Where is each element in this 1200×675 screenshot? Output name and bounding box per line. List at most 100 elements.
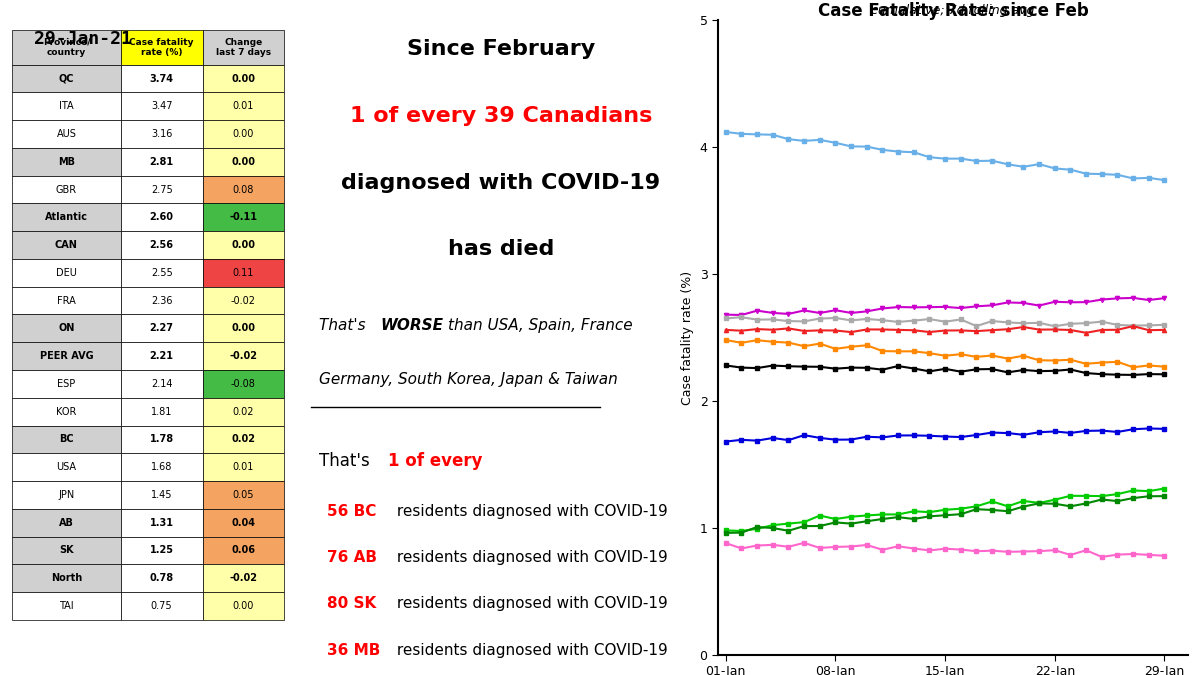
FancyBboxPatch shape xyxy=(12,398,121,425)
FancyBboxPatch shape xyxy=(121,592,203,620)
FancyBboxPatch shape xyxy=(12,425,121,454)
Text: cumulative; 7d rolling avg: cumulative; 7d rolling avg xyxy=(871,4,1034,17)
FancyBboxPatch shape xyxy=(203,287,284,315)
Text: 3.47: 3.47 xyxy=(151,101,173,111)
Text: has died: has died xyxy=(448,239,554,259)
Text: 1 of every: 1 of every xyxy=(389,452,482,470)
FancyBboxPatch shape xyxy=(203,481,284,509)
FancyBboxPatch shape xyxy=(121,232,203,259)
Text: 0.00: 0.00 xyxy=(232,323,256,333)
Text: -0.02: -0.02 xyxy=(229,351,257,361)
Text: 2.21: 2.21 xyxy=(150,351,174,361)
Text: BC: BC xyxy=(59,435,73,444)
Text: 0.02: 0.02 xyxy=(232,435,256,444)
Text: -0.08: -0.08 xyxy=(230,379,256,389)
FancyBboxPatch shape xyxy=(12,537,121,564)
Text: 0.00: 0.00 xyxy=(232,240,256,250)
Text: PEER AVG: PEER AVG xyxy=(40,351,94,361)
Text: 0.78: 0.78 xyxy=(150,573,174,583)
Text: Atlantic: Atlantic xyxy=(44,213,88,222)
Text: CAN: CAN xyxy=(55,240,78,250)
FancyBboxPatch shape xyxy=(203,592,284,620)
Text: 2.56: 2.56 xyxy=(150,240,174,250)
FancyBboxPatch shape xyxy=(203,454,284,481)
Text: than USA, Spain, France: than USA, Spain, France xyxy=(448,319,632,333)
Y-axis label: Case fatality rate (%): Case fatality rate (%) xyxy=(680,271,694,404)
Text: GBR: GBR xyxy=(56,184,77,194)
FancyBboxPatch shape xyxy=(12,176,121,203)
Text: 1.81: 1.81 xyxy=(151,406,173,416)
FancyBboxPatch shape xyxy=(203,564,284,592)
Text: residents diagnosed with COVID-19: residents diagnosed with COVID-19 xyxy=(392,643,668,657)
FancyBboxPatch shape xyxy=(203,65,284,92)
FancyBboxPatch shape xyxy=(12,232,121,259)
Text: 0.00: 0.00 xyxy=(232,74,256,84)
FancyBboxPatch shape xyxy=(121,481,203,509)
Text: That's: That's xyxy=(319,319,371,333)
Text: 29-Jan-21: 29-Jan-21 xyxy=(34,30,132,48)
FancyBboxPatch shape xyxy=(203,342,284,370)
FancyBboxPatch shape xyxy=(121,120,203,148)
FancyBboxPatch shape xyxy=(121,148,203,176)
Text: residents diagnosed with COVID-19: residents diagnosed with COVID-19 xyxy=(392,550,668,565)
Text: -0.02: -0.02 xyxy=(229,573,257,583)
Text: 1.31: 1.31 xyxy=(150,518,174,528)
Text: 2.60: 2.60 xyxy=(150,213,174,222)
Text: North: North xyxy=(50,573,82,583)
FancyBboxPatch shape xyxy=(12,92,121,120)
Text: MB: MB xyxy=(58,157,74,167)
FancyBboxPatch shape xyxy=(12,30,121,65)
Text: 2.27: 2.27 xyxy=(150,323,174,333)
Text: Since February: Since February xyxy=(407,39,595,59)
Text: 1.78: 1.78 xyxy=(150,435,174,444)
FancyBboxPatch shape xyxy=(121,287,203,315)
Text: 0.05: 0.05 xyxy=(233,490,254,500)
FancyBboxPatch shape xyxy=(203,232,284,259)
FancyBboxPatch shape xyxy=(12,203,121,232)
Text: 0.08: 0.08 xyxy=(233,184,254,194)
FancyBboxPatch shape xyxy=(203,315,284,342)
FancyBboxPatch shape xyxy=(12,564,121,592)
FancyBboxPatch shape xyxy=(121,30,203,65)
Text: diagnosed with COVID-19: diagnosed with COVID-19 xyxy=(342,173,661,192)
Text: 76 AB: 76 AB xyxy=(326,550,377,565)
FancyBboxPatch shape xyxy=(121,259,203,287)
Text: TAI: TAI xyxy=(59,601,73,611)
Text: AB: AB xyxy=(59,518,74,528)
Text: DEU: DEU xyxy=(56,268,77,278)
Text: WORSE: WORSE xyxy=(380,319,443,333)
Text: ON: ON xyxy=(59,323,74,333)
FancyBboxPatch shape xyxy=(12,120,121,148)
Text: 0.00: 0.00 xyxy=(233,129,254,139)
Text: ESP: ESP xyxy=(58,379,76,389)
FancyBboxPatch shape xyxy=(203,148,284,176)
Text: ITA: ITA xyxy=(59,101,73,111)
FancyBboxPatch shape xyxy=(121,564,203,592)
FancyBboxPatch shape xyxy=(12,65,121,92)
Text: Case fatality
rate (%): Case fatality rate (%) xyxy=(130,38,194,57)
Text: 2.36: 2.36 xyxy=(151,296,173,306)
Text: 0.00: 0.00 xyxy=(232,157,256,167)
Text: 1 of every 39 Canadians: 1 of every 39 Canadians xyxy=(350,106,653,126)
Text: 0.06: 0.06 xyxy=(232,545,256,556)
FancyBboxPatch shape xyxy=(203,425,284,454)
FancyBboxPatch shape xyxy=(121,315,203,342)
Text: 0.75: 0.75 xyxy=(151,601,173,611)
FancyBboxPatch shape xyxy=(121,92,203,120)
Text: 0.04: 0.04 xyxy=(232,518,256,528)
FancyBboxPatch shape xyxy=(121,425,203,454)
Text: SK: SK xyxy=(59,545,73,556)
Text: KOR: KOR xyxy=(56,406,77,416)
Text: Province/
country: Province/ country xyxy=(43,38,90,57)
Text: 0.11: 0.11 xyxy=(233,268,254,278)
FancyBboxPatch shape xyxy=(203,398,284,425)
Text: Germany, South Korea, Japan & Taiwan: Germany, South Korea, Japan & Taiwan xyxy=(319,373,618,387)
FancyBboxPatch shape xyxy=(203,370,284,398)
Text: 0.01: 0.01 xyxy=(233,101,254,111)
Text: QC: QC xyxy=(59,74,74,84)
Text: 1.25: 1.25 xyxy=(150,545,174,556)
Text: 80 SK: 80 SK xyxy=(326,597,376,612)
Text: 0.00: 0.00 xyxy=(233,601,254,611)
FancyBboxPatch shape xyxy=(121,398,203,425)
Text: USA: USA xyxy=(56,462,77,472)
